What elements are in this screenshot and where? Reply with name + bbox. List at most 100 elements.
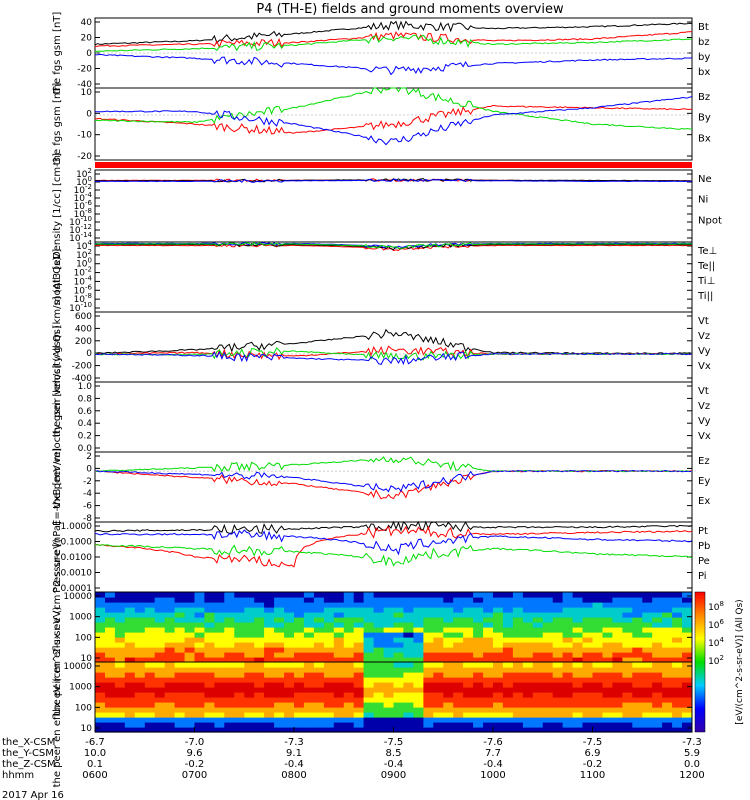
heatmap-cell	[124, 677, 136, 683]
heatmap-cell	[353, 652, 365, 658]
legend-label-bx: bx	[698, 67, 710, 78]
heatmap-cell	[284, 632, 295, 638]
heatmap-cell	[294, 652, 305, 658]
heatmap-cell	[393, 717, 404, 723]
heatmap-cell	[622, 652, 633, 658]
heatmap-cell	[383, 622, 395, 628]
heatmap-cell	[194, 707, 205, 713]
heatmap-cell	[224, 637, 235, 643]
legend-label-te: Te⊥	[697, 246, 717, 257]
heatmap-cell	[632, 592, 643, 598]
heatmap-cell	[622, 632, 633, 638]
heatmap-cell	[244, 712, 255, 718]
heatmap-cell	[383, 727, 395, 733]
heatmap-cell	[214, 592, 225, 598]
heatmap-cell	[204, 612, 215, 618]
heatmap-cell	[532, 662, 544, 668]
heatmap-cell	[194, 592, 205, 598]
heatmap-cell	[214, 622, 225, 628]
heatmap-cell	[114, 592, 126, 598]
x-row-value: -7.6	[483, 737, 503, 748]
y-tick-label: -8	[83, 514, 92, 524]
heatmap-cell	[114, 637, 126, 643]
series-line-bx	[94, 53, 693, 76]
heatmap-cell	[672, 632, 683, 638]
heatmap-cell	[124, 622, 136, 628]
heatmap-cell	[343, 677, 355, 683]
heatmap-cell	[562, 707, 574, 713]
heatmap-cell	[353, 627, 365, 633]
heatmap-cell	[254, 627, 265, 633]
heatmap-cell	[105, 657, 116, 663]
heatmap-cell	[274, 607, 285, 613]
heatmap-cell	[463, 627, 474, 633]
heatmap-cell	[572, 682, 584, 688]
heatmap-cell	[682, 632, 693, 638]
heatmap-cell	[134, 707, 146, 713]
heatmap-cell	[124, 672, 136, 678]
heatmap-cell	[612, 717, 623, 723]
heatmap-cell	[682, 722, 693, 728]
heatmap-cell	[672, 697, 683, 703]
heatmap-cell	[373, 602, 385, 608]
heatmap-cell	[214, 642, 225, 648]
heatmap-cell	[493, 687, 504, 693]
heatmap-cell	[244, 617, 255, 623]
heatmap-cell	[373, 597, 385, 603]
heatmap-cell	[542, 727, 554, 733]
heatmap-cell	[622, 657, 633, 663]
heatmap-cell	[214, 662, 225, 668]
heatmap-cell	[224, 717, 235, 723]
heatmap-cell	[184, 682, 196, 688]
heatmap-cell	[612, 632, 623, 638]
heatmap-cell	[134, 632, 146, 638]
heatmap-cell	[164, 697, 176, 703]
heatmap-cell	[363, 682, 375, 688]
heatmap-cell	[184, 717, 196, 723]
heatmap-cell	[512, 722, 524, 728]
heatmap-cell	[105, 652, 116, 658]
heatmap-cell	[194, 637, 205, 643]
heatmap-cell	[95, 622, 106, 628]
y-axis-label: E=-VxB [mV/m]	[52, 448, 63, 526]
heatmap-cell	[234, 717, 245, 723]
heatmap-cell	[483, 637, 494, 643]
heatmap-cell	[373, 637, 385, 643]
heatmap-cell	[333, 657, 345, 663]
heatmap-cell	[433, 682, 444, 688]
heatmap-cell	[383, 672, 395, 678]
heatmap-cell	[254, 667, 265, 673]
heatmap-cell	[294, 722, 305, 728]
heatmap-cell	[592, 667, 603, 673]
heatmap-cell	[254, 692, 265, 698]
heatmap-cell	[652, 647, 663, 653]
heatmap-cell	[602, 637, 613, 643]
heatmap-cell	[294, 617, 305, 623]
heatmap-cell	[274, 652, 285, 658]
heatmap-cell	[473, 622, 484, 628]
heatmap-cell	[254, 697, 265, 703]
heatmap-cell	[264, 652, 275, 658]
heatmap-cell	[682, 592, 693, 598]
heatmap-cell	[343, 722, 355, 728]
heatmap-cell	[114, 697, 126, 703]
heatmap-cell	[234, 592, 245, 598]
heatmap-cell	[134, 657, 146, 663]
heatmap-cell	[682, 697, 693, 703]
heatmap-cell	[393, 592, 404, 598]
heatmap-cell	[154, 712, 166, 718]
heatmap-cell	[642, 617, 653, 623]
heatmap-cell	[562, 612, 574, 618]
heatmap-cell	[542, 722, 554, 728]
y-tick-label: 0.4	[78, 419, 93, 429]
heatmap-cell	[264, 722, 275, 728]
heatmap-cell	[542, 647, 554, 653]
heatmap-cell	[204, 707, 215, 713]
heatmap-cell	[403, 672, 414, 678]
heatmap-cell	[453, 637, 464, 643]
heatmap-cell	[313, 707, 325, 713]
heatmap-cell	[333, 592, 345, 598]
heatmap-cell	[522, 697, 534, 703]
series-line-ti	[94, 241, 692, 250]
